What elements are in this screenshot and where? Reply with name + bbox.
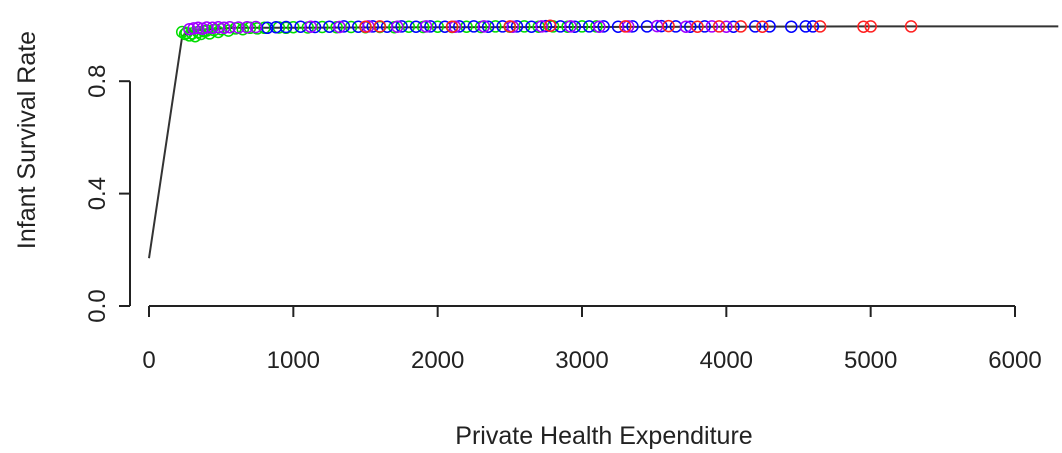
data-point bbox=[391, 20, 404, 33]
data-point bbox=[380, 20, 394, 33]
x-tick-label: 0 bbox=[142, 347, 155, 374]
data-point bbox=[269, 20, 283, 34]
data-point bbox=[539, 19, 553, 33]
data-point bbox=[691, 20, 704, 33]
data-point bbox=[445, 20, 459, 33]
data-point bbox=[240, 20, 254, 34]
x-tick-label: 2000 bbox=[411, 347, 464, 374]
data-point bbox=[535, 20, 548, 33]
points-group bbox=[175, 19, 918, 43]
y-tick-label: 0.4 bbox=[84, 177, 111, 210]
data-point bbox=[183, 22, 196, 36]
data-point bbox=[232, 21, 245, 34]
data-point bbox=[359, 20, 372, 33]
data-point bbox=[727, 20, 740, 33]
data-point bbox=[503, 20, 517, 33]
data-point bbox=[477, 20, 491, 33]
data-point bbox=[756, 20, 769, 33]
data-point bbox=[748, 20, 762, 33]
data-point bbox=[373, 20, 387, 33]
x-tick-label: 1000 bbox=[267, 347, 320, 374]
data-point bbox=[763, 20, 776, 33]
data-point bbox=[734, 20, 748, 33]
data-point bbox=[669, 20, 683, 33]
data-point bbox=[467, 20, 481, 33]
axes: 0 1000 2000 3000 4000 5000 6000 0.0 0.4 0.8 bbox=[84, 65, 1042, 374]
data-point bbox=[655, 19, 668, 33]
data-point bbox=[857, 20, 870, 33]
data-point bbox=[712, 20, 726, 33]
data-point bbox=[337, 20, 351, 33]
data-point bbox=[640, 20, 654, 33]
x-tick-label: 6000 bbox=[988, 347, 1041, 374]
data-point bbox=[453, 20, 466, 33]
data-point bbox=[496, 20, 509, 33]
data-point bbox=[525, 20, 538, 33]
data-point bbox=[333, 20, 346, 34]
data-point bbox=[438, 20, 452, 33]
data-point bbox=[287, 20, 300, 34]
data-point bbox=[308, 20, 322, 34]
data-point bbox=[564, 20, 577, 33]
data-point bbox=[864, 20, 877, 33]
data-point bbox=[619, 20, 632, 33]
data-point bbox=[279, 20, 293, 34]
x-tick-label: 5000 bbox=[844, 347, 897, 374]
data-point bbox=[419, 20, 433, 33]
data-point bbox=[785, 20, 798, 33]
data-point bbox=[217, 21, 231, 35]
data-point bbox=[597, 20, 610, 33]
data-point bbox=[698, 20, 711, 33]
data-point bbox=[366, 20, 379, 33]
data-point bbox=[191, 21, 205, 35]
data-point bbox=[813, 20, 827, 33]
data-point bbox=[395, 20, 408, 33]
data-point bbox=[684, 20, 697, 33]
data-point bbox=[611, 20, 625, 33]
data-point bbox=[568, 20, 582, 33]
data-point bbox=[323, 20, 336, 33]
data-point bbox=[720, 20, 733, 33]
data-point bbox=[481, 20, 495, 33]
data-point bbox=[304, 20, 317, 33]
data-point bbox=[806, 20, 820, 33]
data-point bbox=[799, 20, 812, 33]
data-point bbox=[554, 20, 567, 33]
data-point bbox=[223, 20, 237, 34]
x-axis-title: Private Health Expenditure bbox=[455, 422, 752, 450]
data-point bbox=[543, 19, 557, 33]
fit-line bbox=[148, 25, 1059, 259]
labels-group: Private Health Expenditure Infant Surviv… bbox=[13, 31, 753, 450]
data-point bbox=[510, 20, 524, 33]
x-tick-label: 3000 bbox=[555, 347, 608, 374]
data-point bbox=[705, 20, 719, 33]
data-point bbox=[593, 20, 606, 33]
data-point bbox=[626, 20, 639, 33]
data-point bbox=[904, 20, 918, 33]
data-point bbox=[582, 20, 596, 33]
data-point bbox=[249, 20, 263, 34]
data-point bbox=[183, 29, 196, 42]
y-tick-label: 0.0 bbox=[84, 289, 111, 322]
y-tick-label: 0.8 bbox=[84, 65, 111, 98]
x-tick-label: 4000 bbox=[700, 347, 753, 374]
y-axis-title: Infant Survival Rate bbox=[13, 31, 41, 249]
fit-line-group bbox=[148, 25, 1059, 259]
data-point bbox=[409, 20, 423, 33]
data-point bbox=[187, 22, 200, 35]
data-point bbox=[424, 20, 437, 33]
data-point bbox=[352, 20, 365, 33]
data-point bbox=[662, 19, 675, 33]
data-point bbox=[294, 20, 307, 33]
